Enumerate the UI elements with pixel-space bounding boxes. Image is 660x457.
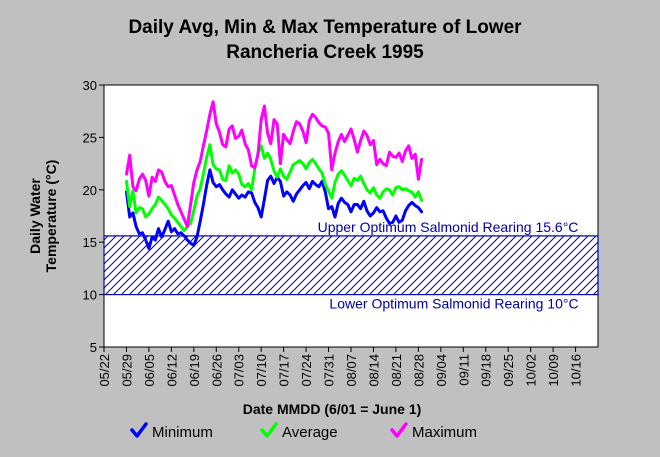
x-tick-label: 07/17 — [277, 354, 292, 387]
y-tick-label: 30 — [83, 78, 97, 93]
legend-swatch-average — [260, 422, 278, 438]
x-tick-label: 09/18 — [479, 354, 494, 387]
y-tick-label: 15 — [83, 235, 97, 250]
reference-band-group: Upper Optimum Salmonid Rearing 15.6°C Low… — [103, 219, 599, 312]
y-tick-label: 5 — [90, 340, 97, 355]
band-upper-label: Upper Optimum Salmonid Rearing 15.6°C — [318, 219, 579, 235]
x-tick-label: 08/14 — [366, 354, 381, 387]
legend-swatch-minimum — [130, 422, 148, 438]
y-axis: 5 10 15 20 25 30 — [83, 78, 104, 355]
y-tick-label: 20 — [83, 183, 97, 198]
x-tick-label: 07/03 — [232, 354, 247, 387]
x-tick-label: 06/26 — [209, 354, 224, 387]
band-lower-label: Lower Optimum Salmonid Rearing 10°C — [329, 296, 578, 312]
legend-label-maximum: Maximum — [412, 424, 477, 441]
x-tick-label: 10/16 — [569, 354, 584, 387]
x-tick-label: 08/21 — [389, 354, 404, 387]
y-tick-label: 25 — [83, 130, 97, 145]
y-axis-label-line1: Daily Water — [27, 178, 43, 254]
series-group — [125, 100, 424, 250]
series-line-average — [125, 143, 424, 233]
x-tick-label: 06/12 — [164, 354, 179, 387]
x-tick-label: 08/28 — [411, 354, 426, 387]
x-tick-label: 08/07 — [344, 354, 359, 387]
x-tick-label: 10/09 — [546, 354, 561, 387]
x-tick-label: 06/19 — [187, 354, 202, 387]
x-tick-label: 05/22 — [97, 354, 112, 387]
y-axis-label-line2: Temperature (°C) — [43, 160, 59, 273]
x-tick-label: 09/25 — [501, 354, 516, 387]
series-line-minimum — [125, 168, 424, 250]
legend-swatch-maximum — [390, 422, 408, 438]
x-tick-label: 09/11 — [456, 354, 471, 386]
x-tick-label: 10/02 — [524, 354, 539, 387]
x-axis-label: Date MMDD (6/01 = June 1) — [243, 401, 422, 417]
optimum-rearing-band — [103, 235, 599, 296]
x-tick-label: 05/29 — [119, 354, 134, 387]
chart-title-line1: Daily Avg, Min & Max Temperature of Lowe… — [128, 17, 522, 38]
y-tick-label: 10 — [83, 288, 97, 303]
series-line-maximum — [125, 100, 424, 228]
legend-label-minimum: Minimum — [152, 424, 213, 441]
x-tick-label: 07/10 — [254, 354, 269, 387]
legend: Minimum Average Maximum — [130, 422, 477, 441]
x-axis: 05/22 05/29 06/05 06/12 06/19 06/26 07/03 07/10… — [97, 347, 584, 387]
legend-label-average: Average — [282, 424, 338, 441]
x-tick-label: 07/31 — [322, 354, 337, 387]
x-tick-label: 09/04 — [434, 354, 449, 387]
chart-title-line2: Rancheria Creek 1995 — [226, 42, 424, 63]
x-tick-label: 07/24 — [299, 354, 314, 387]
x-tick-label: 06/05 — [142, 354, 157, 387]
